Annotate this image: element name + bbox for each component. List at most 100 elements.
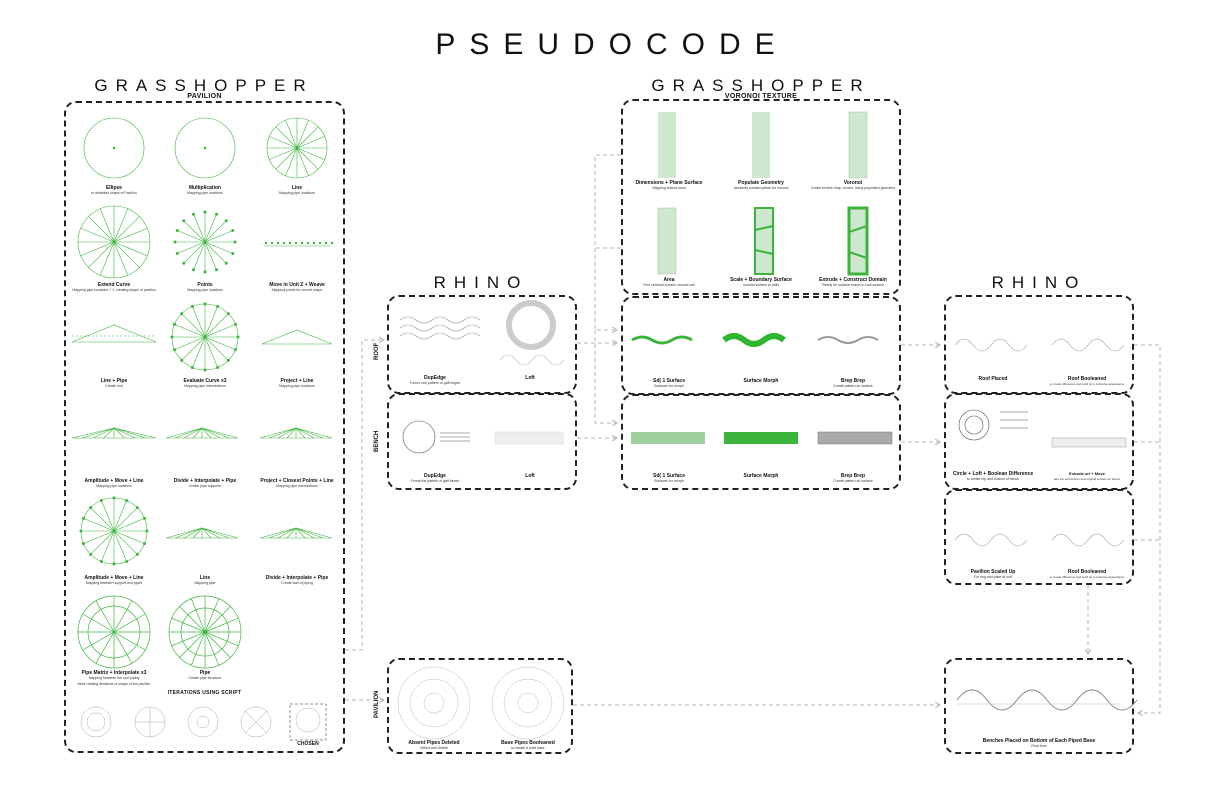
rhino-bench-panel	[387, 393, 577, 490]
pavilion-step-7: Line + Pipe	[100, 378, 128, 384]
pav-row1	[83, 117, 328, 179]
pav-row5	[79, 496, 333, 566]
pavilion-step-4: Extend Curve	[97, 282, 131, 288]
voronoi-item-4-desc: Find centroid of each voronoi cell	[643, 283, 695, 287]
pavilion-step-14-desc: Mapping pipe	[194, 581, 216, 585]
pavilion-step-12: Project + Closest Points + Line	[260, 478, 334, 484]
header-rhino-right: RHINO	[991, 273, 1087, 292]
pavilion-step-1-desc: to establish shape of Pavilion	[91, 191, 137, 195]
pavilion-step-11-desc: Create pipe supports	[188, 484, 222, 488]
pav-row4	[71, 427, 333, 439]
rhino-pavilion-panel	[387, 658, 573, 754]
rhino-bench-item-1: DupEdge	[424, 473, 446, 479]
gh-roof-item-2: Surface Morph	[743, 378, 779, 384]
rr-scale-item-2: Roof Booleaned	[1067, 569, 1107, 575]
rr-bench-item-2-desc: add top and bottom and original surface …	[1053, 477, 1121, 481]
pavilion-step-5: Points	[197, 282, 213, 288]
header-grasshopper-right: GRASSHOPPER	[651, 76, 871, 95]
pavilion-step-13: Amplitude + Move + Line	[84, 575, 144, 581]
rr-roof-item-2-desc: to create difference and solid for a coh…	[1049, 382, 1125, 386]
pavilion-step-12-desc: Mapping pipe intersections	[276, 484, 318, 488]
pavilion-step-10-desc: Mapping pipe locations	[96, 484, 132, 488]
gh-bench-panel	[621, 394, 901, 490]
page-title: PSEUDOCODE	[435, 28, 789, 61]
rhino-right-drawings	[954, 338, 1138, 711]
rhino-roof-item-1-desc: Forms roof pattern of gaff edges	[410, 381, 460, 385]
voronoi-panel	[621, 99, 901, 295]
gh-bench-drawings	[631, 431, 893, 445]
pavilion-title: PAVILION	[187, 93, 222, 100]
voronoi-item-6-desc: Ready for surface morph to roof surface	[822, 283, 884, 287]
rhino-pav-item-1-desc: Select and Delete	[420, 746, 448, 750]
side-label-pavilion: PAVILION	[374, 690, 380, 718]
voronoi-item-2-desc: randomly created points for voronoi	[733, 186, 789, 190]
pavilion-step-4-desc: Mapping pipe locations + 1, creating sha…	[72, 288, 156, 292]
side-label-roof: ROOF	[374, 342, 380, 360]
iterations-title: ITERATIONS USING SCRIPT	[167, 690, 242, 696]
gh-bench-item-1-desc: Surfaces for morph	[654, 479, 684, 483]
gh-roof-item-3: Brep Brep	[840, 378, 866, 384]
rr-roof-item-2: Roof Booleaned	[1067, 376, 1107, 382]
rhino-right-scale-panel	[944, 489, 1134, 585]
pavilion-step-8: Evaluate Curve x3	[183, 378, 227, 384]
gh-roof-drawings	[631, 333, 879, 347]
pavilion-step-11: Divide + Interpolate + Pipe	[173, 478, 237, 484]
pavilion-step-5-desc: Mapping pipe locations	[187, 288, 223, 292]
rr-bench-item-1-desc: to create top and bottom of bench	[966, 477, 1020, 481]
pav-row6	[77, 595, 242, 669]
voronoi-item-4: Area	[663, 277, 675, 283]
pav-row2	[77, 205, 334, 279]
voronoi-item-3: Voronoi	[843, 180, 863, 186]
voronoi-item-6: Extrude + Construct Domain	[819, 277, 887, 283]
rhino-bench-item-2: Loft	[525, 473, 535, 479]
rr-roof-item-1: Roof Placed	[978, 376, 1008, 382]
pavilion-step-16: Pipe Matrix + Interpolate x3	[81, 670, 147, 676]
voronoi-item-3-desc: Create texture map, curves, using popula…	[810, 186, 896, 190]
rhino-bench-item-1-desc: Forms the pattern of gaff bench	[410, 479, 460, 483]
rhino-roof-item-1: DupEdge	[424, 375, 446, 381]
rhino-roof-item-2: Loft	[525, 375, 535, 381]
gh-roof-item-1: Sd( 1 Surface	[653, 378, 685, 384]
pavilion-step-1: Ellipse	[105, 185, 123, 191]
pavilion-step-17: Pipe	[199, 670, 211, 676]
pavilion-step-6-desc: Mapping points for curved shape	[271, 288, 323, 292]
pavilion-step-2-desc: Mapping pipe locations	[187, 191, 223, 195]
pavilion-step-16-desc: Mapping between the roof piping	[88, 676, 140, 680]
pavilion-step-17-desc: Create pipe structure	[188, 676, 222, 680]
rr-scale-item-1-desc: For ring and plate of roof	[973, 575, 1013, 579]
voronoi-item-5-desc: voronoi surface to cells	[743, 283, 779, 287]
iterations-row	[80, 703, 327, 741]
final-item: Benches Placed on Bottom of Each Piped B…	[982, 738, 1096, 744]
gh-bench-item-3: Brep Brep	[840, 473, 866, 479]
pavilion-step-15: Divide + Interpolate + Pipe	[265, 575, 329, 581]
pavilion-step-3-desc: Mapping pipe locations	[279, 191, 315, 195]
connector-lines	[345, 154, 1161, 713]
gh-bench-item-3-desc: Create pattern on surface	[833, 479, 873, 483]
pavilion-panel	[64, 101, 345, 753]
rhino-bench-drawing	[402, 420, 564, 454]
voronoi-drawings	[657, 111, 869, 276]
rr-bench-item-1: Circle + Loft + Boolean Difference	[952, 471, 1034, 477]
gh-bench-item-2: Surface Morph	[743, 473, 779, 479]
final-item-desc: Final form	[1031, 744, 1047, 748]
rhino-pav-item-2-desc: to create a solid base	[511, 746, 545, 750]
voronoi-item-5: Scale + Boundary Surface	[730, 277, 792, 283]
header-rhino-mid: RHINO	[433, 273, 529, 292]
rhino-final-panel	[944, 658, 1134, 754]
voronoi-item-2: Populate Geometry	[738, 180, 784, 186]
pavilion-step-9: Project + Line	[280, 378, 314, 384]
rr-bench-item-2: Extrude srf + Move	[1069, 471, 1105, 476]
voronoi-item-1: Dimensions + Plane Surface	[635, 180, 703, 186]
rr-scale-item-1: Pavilion Scaled Up	[970, 569, 1016, 575]
side-label-bench: BENCH	[374, 430, 380, 452]
pipe-matrix-desc2: three rotating iterations of shape of th…	[77, 682, 151, 686]
pavilion-step-13-desc: Mapping between support and pipes	[85, 581, 143, 585]
voronoi-item-1-desc: Mapping texture area	[652, 186, 686, 190]
pavilion-step-14: Line	[199, 575, 211, 581]
pav-row3	[71, 302, 333, 372]
gh-roof-item-1-desc: Surfaces for morph	[654, 384, 684, 388]
pavilion-step-3: Line	[291, 185, 303, 191]
pavilion-step-6: Move in Unit Z + Weave	[269, 282, 325, 288]
rhino-pav-item-1: Absent Pipes Deleted	[408, 740, 460, 746]
